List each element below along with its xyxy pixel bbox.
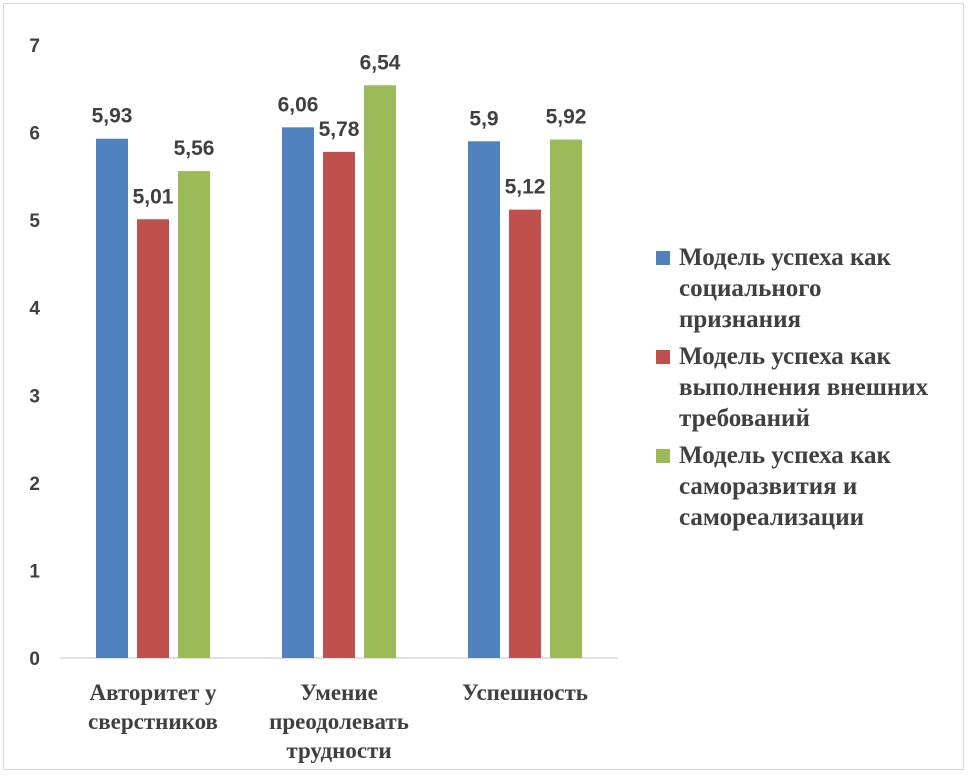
legend-swatch [656,449,670,463]
data-labels: 5,93 5,01 5,56 6,065,78 6,54 5,9 5,12 5,92 [92,51,587,208]
x-category-label: Успешность [462,680,588,705]
y-tick-label: 5 [29,211,40,232]
x-category-label: Авторитет у сверстников [88,680,218,734]
bar [137,219,169,658]
legend-item: Модель успеха как саморазвития и самореа… [656,440,961,533]
data-label: 5,9 [469,107,498,130]
bar [468,141,500,659]
x-category-label: Умение преодолевать трудности [269,680,409,763]
bar [550,139,582,658]
data-label: 6,06 [278,93,319,116]
data-label: 5,56 [174,137,215,160]
legend-swatch [656,251,670,265]
x-axis-categories: Авторитет у сверстников Умение преодолевать… [88,680,588,763]
data-label: 5,93 [92,105,133,128]
bar [96,138,128,659]
y-tick-label: 3 [29,386,40,407]
legend-label: Модель успеха как выполнения внешних тре… [679,343,929,432]
bar [364,85,396,659]
bar [178,171,210,659]
bar [282,127,314,659]
legend-label: Модель успеха как саморазвития и самореа… [679,442,891,531]
y-axis-ticks: 0 1 2 3 4 5 6 7 [29,36,40,670]
legend: Модель успеха как социального признания М… [656,242,961,539]
y-tick-label: 1 [29,561,40,582]
bar [323,151,355,658]
y-tick-label: 6 [29,124,40,145]
legend-item: Модель успеха как социального признания [656,242,961,335]
y-tick-label: 7 [29,36,40,57]
data-label: 5,01 [133,185,174,208]
legend-swatch [656,350,670,364]
y-tick-label: 4 [29,299,40,320]
bar [509,209,541,659]
data-label: 5,92 [546,106,587,129]
data-label: 5,12 [505,176,546,199]
data-label: 6,54 [360,51,401,74]
data-label: 5,78 [319,118,360,141]
legend-item: Модель успеха как выполнения внешних тре… [656,341,961,434]
bars [96,85,582,659]
y-tick-label: 2 [29,474,40,495]
y-tick-label: 0 [29,649,40,670]
legend-label: Модель успеха как социального признания [679,244,891,333]
